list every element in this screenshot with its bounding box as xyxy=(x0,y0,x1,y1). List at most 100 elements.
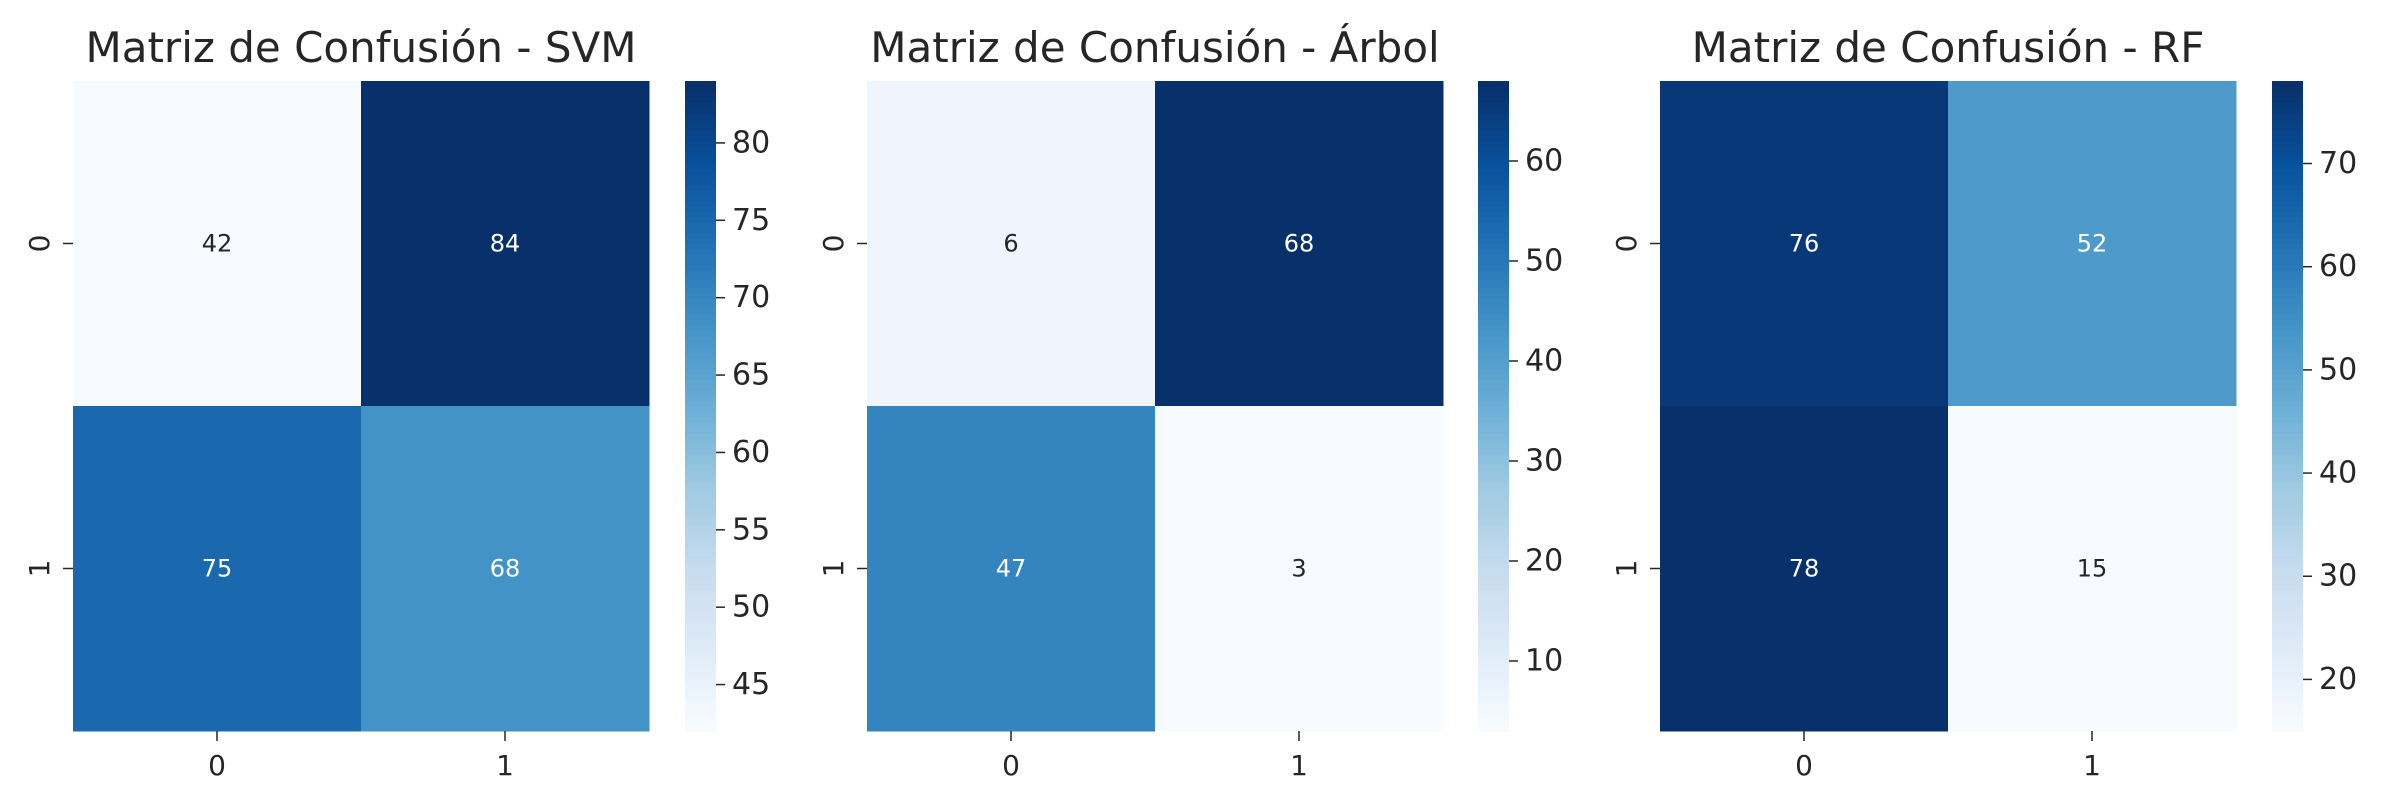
colorbar-segment xyxy=(685,81,716,88)
colorbar-segment xyxy=(2272,438,2303,445)
colorbar-segment xyxy=(2272,265,2303,272)
colorbar-segment xyxy=(1478,465,1509,472)
colorbar-segment xyxy=(1478,173,1509,180)
colorbar-segment xyxy=(1478,595,1509,602)
colorbar-segment xyxy=(685,303,716,310)
colorbar-segment xyxy=(685,351,716,358)
colorbar-segment xyxy=(2272,113,2303,120)
colorbar-segment xyxy=(685,200,716,207)
colorbar-segment xyxy=(685,519,716,526)
colorbar-segment xyxy=(1478,606,1509,613)
cell-value-label: 47 xyxy=(996,555,1027,583)
heatmap-cell xyxy=(1948,406,2237,732)
colorbar-segment xyxy=(2272,227,2303,234)
colorbar-segment xyxy=(685,368,716,375)
colorbar-segment xyxy=(2272,644,2303,651)
colorbar-segment xyxy=(1478,622,1509,629)
colorbar-segment xyxy=(1478,563,1509,570)
heatmap-cell xyxy=(1660,406,1949,732)
colorbar-segment xyxy=(2272,720,2303,727)
colorbar-tick-label: 50 xyxy=(2319,352,2357,387)
colorbar-segment xyxy=(1478,525,1509,532)
colorbar-segment xyxy=(685,335,716,342)
colorbar-segment xyxy=(1478,167,1509,174)
colorbar-segment xyxy=(685,216,716,223)
colorbar-segment xyxy=(685,541,716,548)
colorbar-segment xyxy=(685,433,716,440)
colorbar-segment xyxy=(2272,216,2303,223)
cell-value-label: 78 xyxy=(1789,555,1820,583)
colorbar-segment xyxy=(1478,378,1509,385)
colorbar-segment xyxy=(2272,579,2303,586)
confusion-matrix-panel-0: Matriz de Confusión - SVM 42 84 75 68 0 1 0 1 45 5… xyxy=(23,23,770,782)
heatmap-cell xyxy=(73,406,362,732)
colorbar-segment xyxy=(685,108,716,115)
colorbar-segment xyxy=(2272,102,2303,109)
cell-value-label: 68 xyxy=(490,555,521,583)
colorbar-segment xyxy=(2272,303,2303,310)
colorbar-segment xyxy=(2272,492,2303,499)
colorbar-segment xyxy=(1478,102,1509,109)
colorbar-segment xyxy=(685,297,716,304)
colorbar-segment xyxy=(2272,200,2303,207)
colorbar-segment xyxy=(2272,606,2303,613)
colorbar-segment xyxy=(2272,557,2303,564)
colorbar-segment xyxy=(685,308,716,315)
colorbar-tick-label: 60 xyxy=(2319,249,2357,284)
x-tick-label: 1 xyxy=(496,749,514,782)
colorbar-segment xyxy=(685,97,716,104)
colorbar-tick-label: 10 xyxy=(1525,644,1563,679)
colorbar-segment xyxy=(2272,254,2303,261)
colorbar-segment xyxy=(2272,584,2303,591)
y-tick-label: 1 xyxy=(1610,560,1643,578)
colorbar-segment xyxy=(1478,270,1509,277)
colorbar-tick-label: 75 xyxy=(732,203,770,238)
colorbar-segment xyxy=(685,709,716,716)
colorbar-segment xyxy=(2272,151,2303,158)
colorbar-segment xyxy=(1478,276,1509,283)
colorbar-segment xyxy=(2272,108,2303,115)
colorbar-segment xyxy=(685,167,716,174)
colorbar-segment xyxy=(1478,346,1509,353)
colorbar-segment xyxy=(685,525,716,532)
colorbar-segment xyxy=(2272,693,2303,700)
colorbar-segment xyxy=(1478,97,1509,104)
colorbar-segment xyxy=(685,579,716,586)
colorbar-segment xyxy=(1478,156,1509,163)
colorbar-segment xyxy=(1478,427,1509,434)
colorbar-segment xyxy=(1478,135,1509,142)
colorbar-segment xyxy=(685,649,716,656)
colorbar-segment xyxy=(1478,568,1509,575)
colorbar-tick-label: 80 xyxy=(732,125,770,160)
colorbar-segment xyxy=(685,86,716,93)
colorbar-segment xyxy=(1478,687,1509,694)
colorbar-segment xyxy=(1478,449,1509,456)
colorbar-segment xyxy=(685,703,716,710)
colorbar-segment xyxy=(685,173,716,180)
colorbar-segment xyxy=(1478,205,1509,212)
colorbar-segment xyxy=(1478,709,1509,716)
colorbar-segment xyxy=(685,146,716,153)
colorbar-segment xyxy=(2272,714,2303,721)
colorbar-segment xyxy=(685,714,716,721)
colorbar-segment xyxy=(2272,313,2303,320)
colorbar-segment xyxy=(685,568,716,575)
colorbar-tick-label: 70 xyxy=(2319,146,2357,181)
chart-title: Matriz de Confusión - RF xyxy=(1692,23,2205,72)
colorbar-segment xyxy=(685,611,716,618)
colorbar-segment xyxy=(2272,357,2303,364)
colorbar-segment xyxy=(2272,135,2303,142)
chart-title: Matriz de Confusión - Árbol xyxy=(870,22,1439,72)
colorbar-segment xyxy=(2272,666,2303,673)
colorbar-segment xyxy=(685,135,716,142)
colorbar-segment xyxy=(1478,536,1509,543)
x-tick-label: 0 xyxy=(208,749,226,782)
colorbar-segment xyxy=(1478,140,1509,147)
colorbar-segment xyxy=(685,617,716,624)
colorbar-segment xyxy=(2272,319,2303,326)
colorbar-segment xyxy=(1478,384,1509,391)
colorbar-segment xyxy=(2272,595,2303,602)
colorbar-segment xyxy=(1478,649,1509,656)
colorbar-segment xyxy=(2272,525,2303,532)
colorbar-segment xyxy=(2272,270,2303,277)
